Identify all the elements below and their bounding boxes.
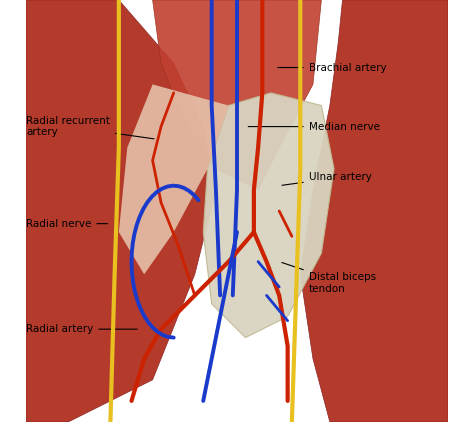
- Text: Ulnar artery: Ulnar artery: [282, 172, 372, 185]
- Text: Radial nerve: Radial nerve: [26, 219, 108, 229]
- Polygon shape: [119, 84, 228, 274]
- Text: Radial recurrent
artery: Radial recurrent artery: [26, 116, 154, 139]
- Polygon shape: [203, 93, 334, 338]
- Text: Radial artery: Radial artery: [26, 324, 137, 334]
- Text: Distal biceps
tendon: Distal biceps tendon: [282, 262, 376, 294]
- Text: Brachial artery: Brachial artery: [278, 62, 386, 73]
- Polygon shape: [153, 0, 321, 190]
- Text: Median nerve: Median nerve: [248, 122, 380, 132]
- Polygon shape: [26, 0, 216, 422]
- Polygon shape: [301, 0, 448, 422]
